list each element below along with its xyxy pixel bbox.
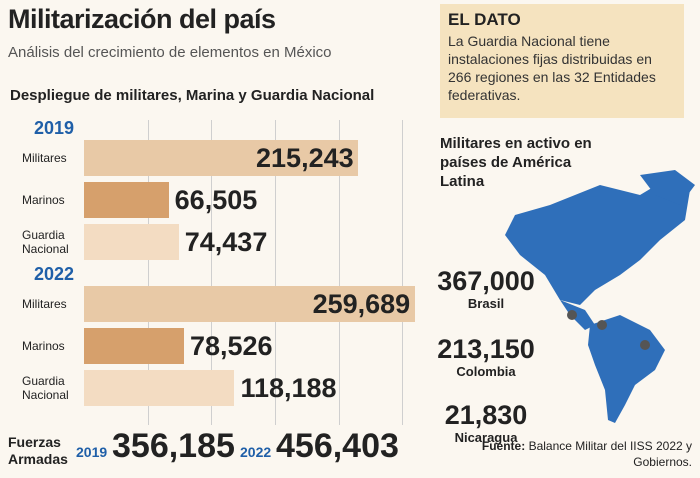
country-name: Brasil (467, 296, 505, 311)
info-title: EL DATO (448, 10, 521, 29)
country-value: 213,150 (437, 334, 535, 364)
total-year: 2022 (240, 444, 272, 460)
bar (84, 224, 179, 260)
category-label: Marinos (22, 339, 65, 353)
bar (84, 140, 359, 176)
total-value: 356,185 (112, 427, 235, 465)
map-title: Militares en activo en países de América… (440, 135, 592, 190)
grid-line (211, 120, 213, 425)
map (505, 170, 695, 423)
category-label: Marinos (22, 193, 65, 207)
group-label: 2022 (34, 264, 75, 284)
value-label: 118,188 (240, 373, 337, 403)
bar (84, 328, 184, 364)
category-label: Guardia Nacional (22, 228, 69, 256)
bar (84, 286, 415, 322)
value-label: 215,243 (256, 143, 354, 173)
source-text: Balance Militar del IISS 2022 y Gobierno… (528, 439, 692, 469)
bar (84, 370, 235, 406)
map-pins (567, 310, 650, 350)
category-label: Guardia Nacional (22, 374, 69, 402)
country-name: Nicaragua (454, 430, 518, 445)
grid-line (402, 120, 404, 425)
source: Fuente: Balance Militar del IISS 2022 y … (422, 438, 692, 470)
country-value: 21,830 (444, 400, 528, 430)
value-label: 74,437 (184, 227, 268, 257)
country-value: 367,000 (437, 266, 535, 296)
group-label: 2019 (34, 118, 75, 138)
value-label: 78,526 (189, 331, 273, 361)
total-year: 2019 (76, 444, 108, 460)
source-label: Fuente: (481, 439, 526, 453)
grid-line (274, 120, 276, 425)
category-label: Militares (22, 151, 67, 165)
info-box: EL DATO La Guardia Nacional tiene instal… (440, 4, 684, 118)
category-label: Militares (22, 297, 67, 311)
totals-label: Fuerzas Armadas (8, 434, 68, 467)
total-value: 456,403 (276, 427, 399, 465)
chart-title: Despliegue de militares, Marina y Guardi… (10, 87, 375, 104)
grid-line (147, 120, 149, 425)
grid-line (338, 120, 340, 425)
info-text: La Guardia Nacional tiene instalaciones … (448, 33, 656, 103)
title: Militarización del país (8, 4, 276, 34)
value-label: 259,689 (312, 289, 411, 319)
bar (84, 182, 169, 218)
country-name: Colombia (456, 364, 516, 379)
subtitle: Análisis del crecimiento de elementos en… (8, 44, 332, 61)
value-label: 66,505 (174, 185, 258, 215)
